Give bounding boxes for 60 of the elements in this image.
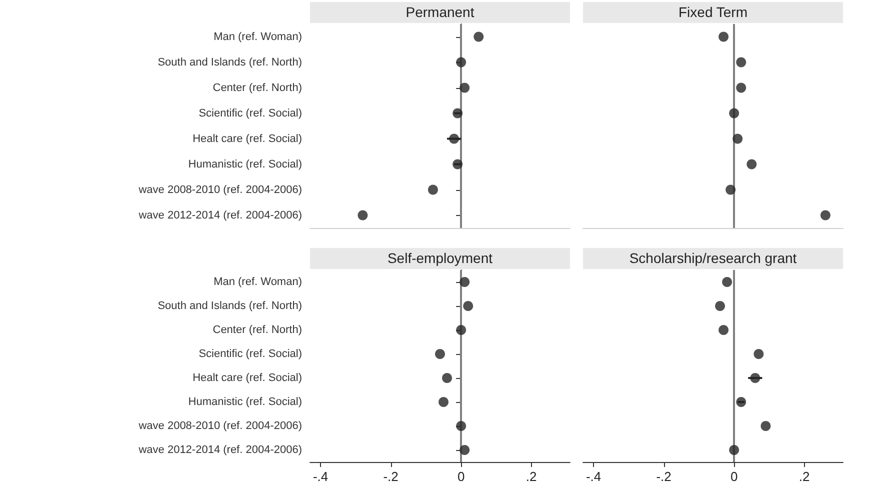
- point: [820, 210, 830, 220]
- point: [729, 108, 740, 118]
- y-tick-label: wave 2008-2010 (ref. 2004-2006): [138, 184, 302, 196]
- point: [750, 373, 760, 383]
- chart-title: Scholarship/research grant: [583, 248, 843, 269]
- point: [460, 445, 470, 455]
- y-tick-label: Center (ref. North): [212, 324, 302, 336]
- point: [449, 134, 460, 144]
- y-tick-label: South and Islands (ref. North): [158, 300, 302, 312]
- point: [460, 277, 470, 287]
- x-tick-label: 0: [730, 469, 738, 484]
- point: [726, 184, 736, 195]
- y-tick-label: Center (ref. North): [212, 82, 302, 94]
- point: [460, 82, 470, 93]
- x-tick-label: -.4: [586, 469, 602, 484]
- y-tick-label: Man (ref. Woman): [214, 30, 302, 43]
- y-tick-label: Humanistic (ref. Social): [188, 396, 302, 408]
- y-tick-label: wave 2008-2010 (ref. 2004-2006): [138, 420, 302, 432]
- point: [736, 397, 746, 407]
- y-tick-label: Scientific (ref. Social): [198, 107, 302, 120]
- y-tick-label: Scientific (ref. Social): [198, 348, 302, 360]
- point: [442, 373, 452, 383]
- x-tick-label: -.2: [656, 469, 672, 484]
- chart-title: Permanent: [310, 2, 570, 23]
- point: [722, 277, 732, 287]
- point: [736, 57, 746, 68]
- point: [438, 397, 449, 407]
- point: [718, 32, 729, 42]
- y-tick-label: Man (ref. Woman): [214, 276, 302, 288]
- x-tick-label: .2: [526, 469, 537, 484]
- x-tick-label: 0: [457, 469, 465, 484]
- point: [715, 301, 726, 311]
- y-tick-label: Humanistic (ref. Social): [188, 158, 302, 170]
- x-tick-label: .2: [798, 469, 810, 484]
- point: [463, 301, 474, 311]
- point: [736, 82, 746, 93]
- x-tick-label: -.2: [383, 469, 398, 484]
- point: [456, 421, 466, 431]
- chart-title: Self-employment: [310, 248, 570, 269]
- point: [452, 108, 463, 118]
- point: [456, 325, 466, 335]
- point: [732, 134, 743, 144]
- x-tick-label: -.4: [312, 469, 328, 484]
- y-tick-label: Healt care (ref. Social): [192, 372, 302, 384]
- point: [428, 184, 438, 195]
- point: [435, 349, 445, 359]
- point: [729, 445, 740, 455]
- point: [760, 421, 771, 431]
- chart-title: Fixed Term: [583, 2, 843, 23]
- y-tick-label: Healt care (ref. Social): [192, 132, 302, 145]
- point: [746, 159, 757, 170]
- point: [474, 32, 484, 42]
- y-tick-label: wave 2012-2014 (ref. 2004-2006): [138, 444, 302, 456]
- y-tick-label: South and Islands (ref. North): [158, 56, 302, 68]
- point: [452, 159, 463, 170]
- y-tick-label: wave 2012-2014 (ref. 2004-2006): [138, 209, 302, 222]
- point: [754, 349, 764, 359]
- point: [358, 210, 368, 220]
- point: [456, 57, 466, 68]
- point: [718, 325, 729, 335]
